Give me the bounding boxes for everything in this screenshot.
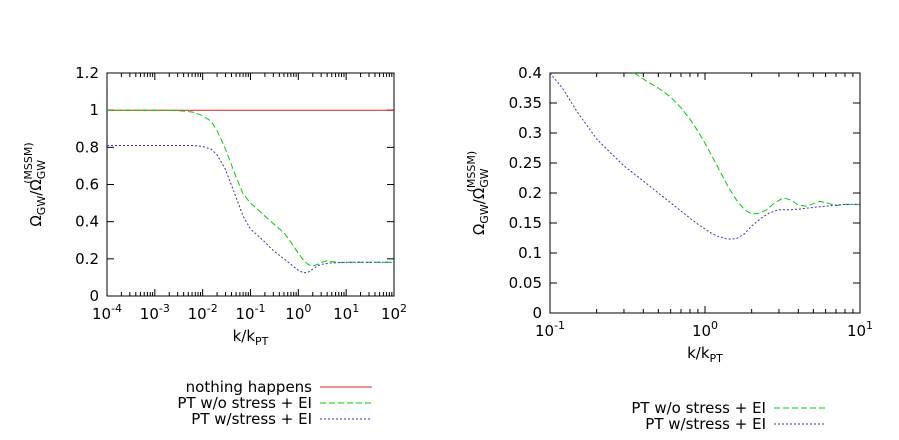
ticks-right: 0 0.05 0.1 0.15 0.2 0.25 0.3 0.35 0.4 10-1 100 101: [509, 64, 873, 340]
y-tick-label: 0.2: [518, 184, 542, 202]
y-tick-label: 0.3: [518, 124, 542, 142]
series-left: [107, 109, 394, 274]
x-tick-label: 10-2: [188, 302, 218, 323]
y-tick-label: 0.6: [75, 176, 99, 194]
plot-frame-right: [549, 72, 861, 314]
x-tick-label: 10-3: [140, 302, 170, 323]
x-tick-label: 10-1: [235, 302, 265, 323]
chart-right: 00.050.10.150.20.250.30.350.410-1 100 101 …: [465, 64, 873, 433]
series-line: [107, 109, 394, 267]
x-tick-label: 10-4: [92, 302, 122, 323]
y-tick-label: 0.15: [509, 214, 542, 232]
x-tick-label: 100: [285, 302, 311, 323]
y-tick-label: 0: [89, 287, 99, 305]
series-line: [634, 72, 860, 215]
x-tick-label: 10-1: [535, 319, 565, 340]
x-axis-title: k/kPT: [687, 344, 723, 365]
y-tick-label: 0.1: [518, 244, 542, 262]
series-line: [549, 72, 860, 240]
chart-left: 0 0.2 0.4 0.6 0.8 1 1.2 10-4 10-3 10-2 10-1 100 101 1…: [22, 64, 407, 428]
axis-labels-right: k/kPT ΩGW/ΩGW(MSSM): [465, 151, 723, 365]
x-tick-label: 101: [333, 302, 359, 323]
legend-label: PT w/o stress + EI: [177, 394, 312, 412]
y-tick-label: 0.05: [509, 274, 542, 292]
axis-labels-left: k/kPT ΩGW/ΩGW(MSSM): [22, 142, 269, 348]
y-axis-title: ΩGW/ΩGW(MSSM): [465, 151, 491, 235]
y-axis-title: ΩGW/ΩGW(MSSM): [22, 142, 48, 226]
series-right: [549, 72, 860, 240]
y-tick-label: 0.8: [75, 138, 99, 156]
x-tick-label: 100: [692, 319, 718, 340]
y-tick-label: 1.2: [75, 64, 99, 82]
ticks-left: 0 0.2 0.4 0.6 0.8 1 1.2 10-4 10-3 10-2 10-1 100 101 1…: [75, 64, 407, 323]
y-tick-label: 0.4: [75, 213, 99, 231]
x-tick-label: 101: [847, 319, 873, 340]
x-tick-label: 102: [381, 302, 407, 323]
y-tick-label: 0.4: [518, 64, 542, 82]
y-tick-label: 0.35: [509, 94, 542, 112]
legend-label: nothing happens: [186, 378, 313, 396]
x-axis-title: k/kPT: [233, 327, 269, 348]
y-tick-label: 1: [89, 101, 99, 119]
legend-label: PT w/stress + EI: [645, 415, 766, 433]
series-line: [107, 145, 394, 274]
legend-label: PT w/stress + EI: [191, 410, 312, 428]
legend-label: PT w/o stress + EI: [631, 399, 766, 417]
y-tick-label: 0: [532, 304, 542, 322]
y-tick-label: 0.2: [75, 250, 99, 268]
y-tick-label: 0.25: [509, 154, 542, 172]
